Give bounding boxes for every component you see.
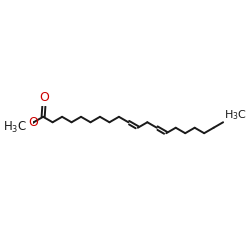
Text: $\mathregular{H_3}$C: $\mathregular{H_3}$C [2,120,27,135]
Text: O: O [39,91,49,104]
Text: O: O [29,116,38,129]
Text: $\mathregular{H_3C}$: $\mathregular{H_3C}$ [224,108,247,122]
